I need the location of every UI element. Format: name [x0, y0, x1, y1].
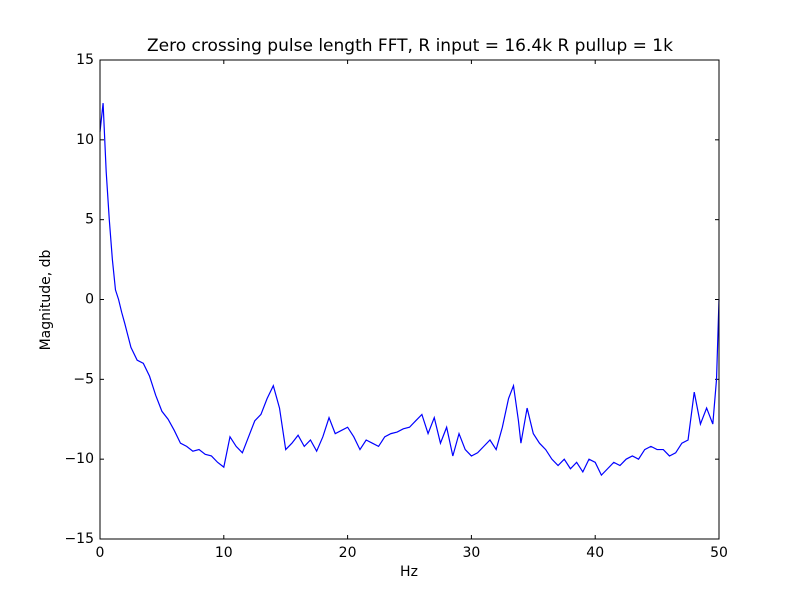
- x-tick-label: 40: [586, 545, 604, 561]
- x-tick-label: 20: [339, 545, 357, 561]
- x-tick-label: 0: [96, 545, 105, 561]
- y-axis-label: Magnitude, db: [38, 249, 54, 350]
- y-tick-label: −5: [73, 371, 94, 387]
- x-tick-label: 30: [462, 545, 480, 561]
- y-tick-label: 10: [76, 132, 94, 148]
- y-tick-label: 0: [85, 292, 94, 308]
- y-tick-label: −15: [64, 531, 94, 547]
- chart-title: Zero crossing pulse length FFT, R input …: [147, 36, 673, 56]
- x-tick-label: 10: [215, 545, 233, 561]
- x-tick-label: 50: [710, 545, 728, 561]
- y-tick-label: −10: [64, 451, 94, 467]
- x-axis-label: Hz: [400, 564, 418, 580]
- y-tick-label: 5: [85, 212, 94, 228]
- data-line: [99, 103, 720, 477]
- y-tick-label: 15: [76, 52, 94, 68]
- plot-frame: [99, 59, 720, 540]
